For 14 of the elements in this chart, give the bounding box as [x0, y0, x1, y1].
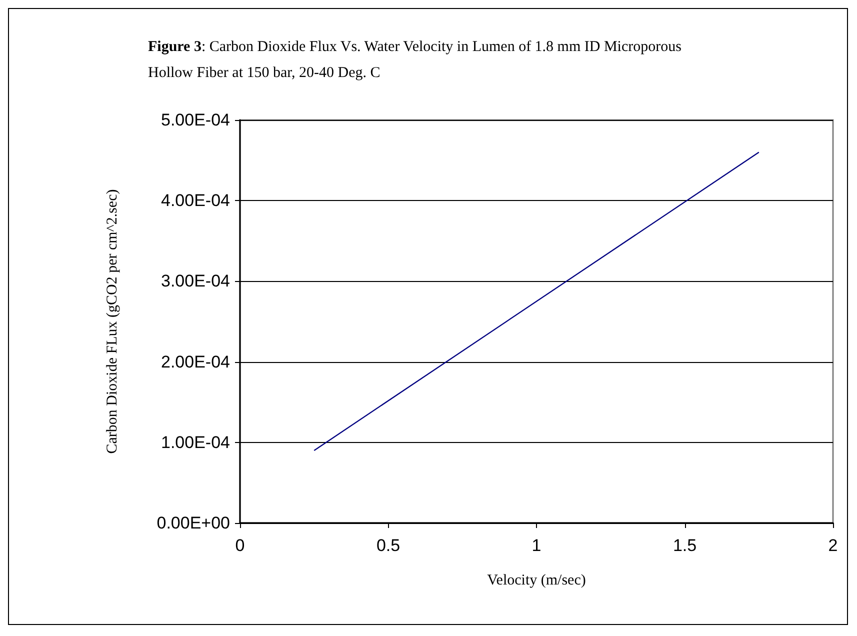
- y-tick-label: 1.00E-04: [161, 432, 230, 452]
- x-tick-label: 0.5: [376, 536, 400, 555]
- chart-title: Figure 3: Carbon Dioxide Flux Vs. Water Velocity in Lumen of 1.8 mm ID Microporous Hollow Fiber at 150 bar, 20-40 Deg. C: [148, 38, 682, 83]
- y-tick-label: 3.00E-04: [161, 272, 230, 291]
- y-tick-label: 2.00E-04: [161, 352, 230, 372]
- x-tick-label: 1: [532, 536, 542, 555]
- y-tick-label: 5.00E-04: [161, 110, 230, 130]
- x-tick-label: 2: [828, 536, 838, 555]
- x-axis-title: Velocity (m/sec): [487, 572, 586, 588]
- x-tick-label: 0: [235, 536, 245, 555]
- y-tick-label: 0.00E+00: [156, 514, 230, 532]
- x-tick-label: 1.5: [672, 536, 697, 555]
- y-axis-title: Carbon Dioxide FLux (gCO2 per cm^2.sec): [104, 189, 120, 454]
- y-tick-label: 4.00E-04: [161, 191, 230, 210]
